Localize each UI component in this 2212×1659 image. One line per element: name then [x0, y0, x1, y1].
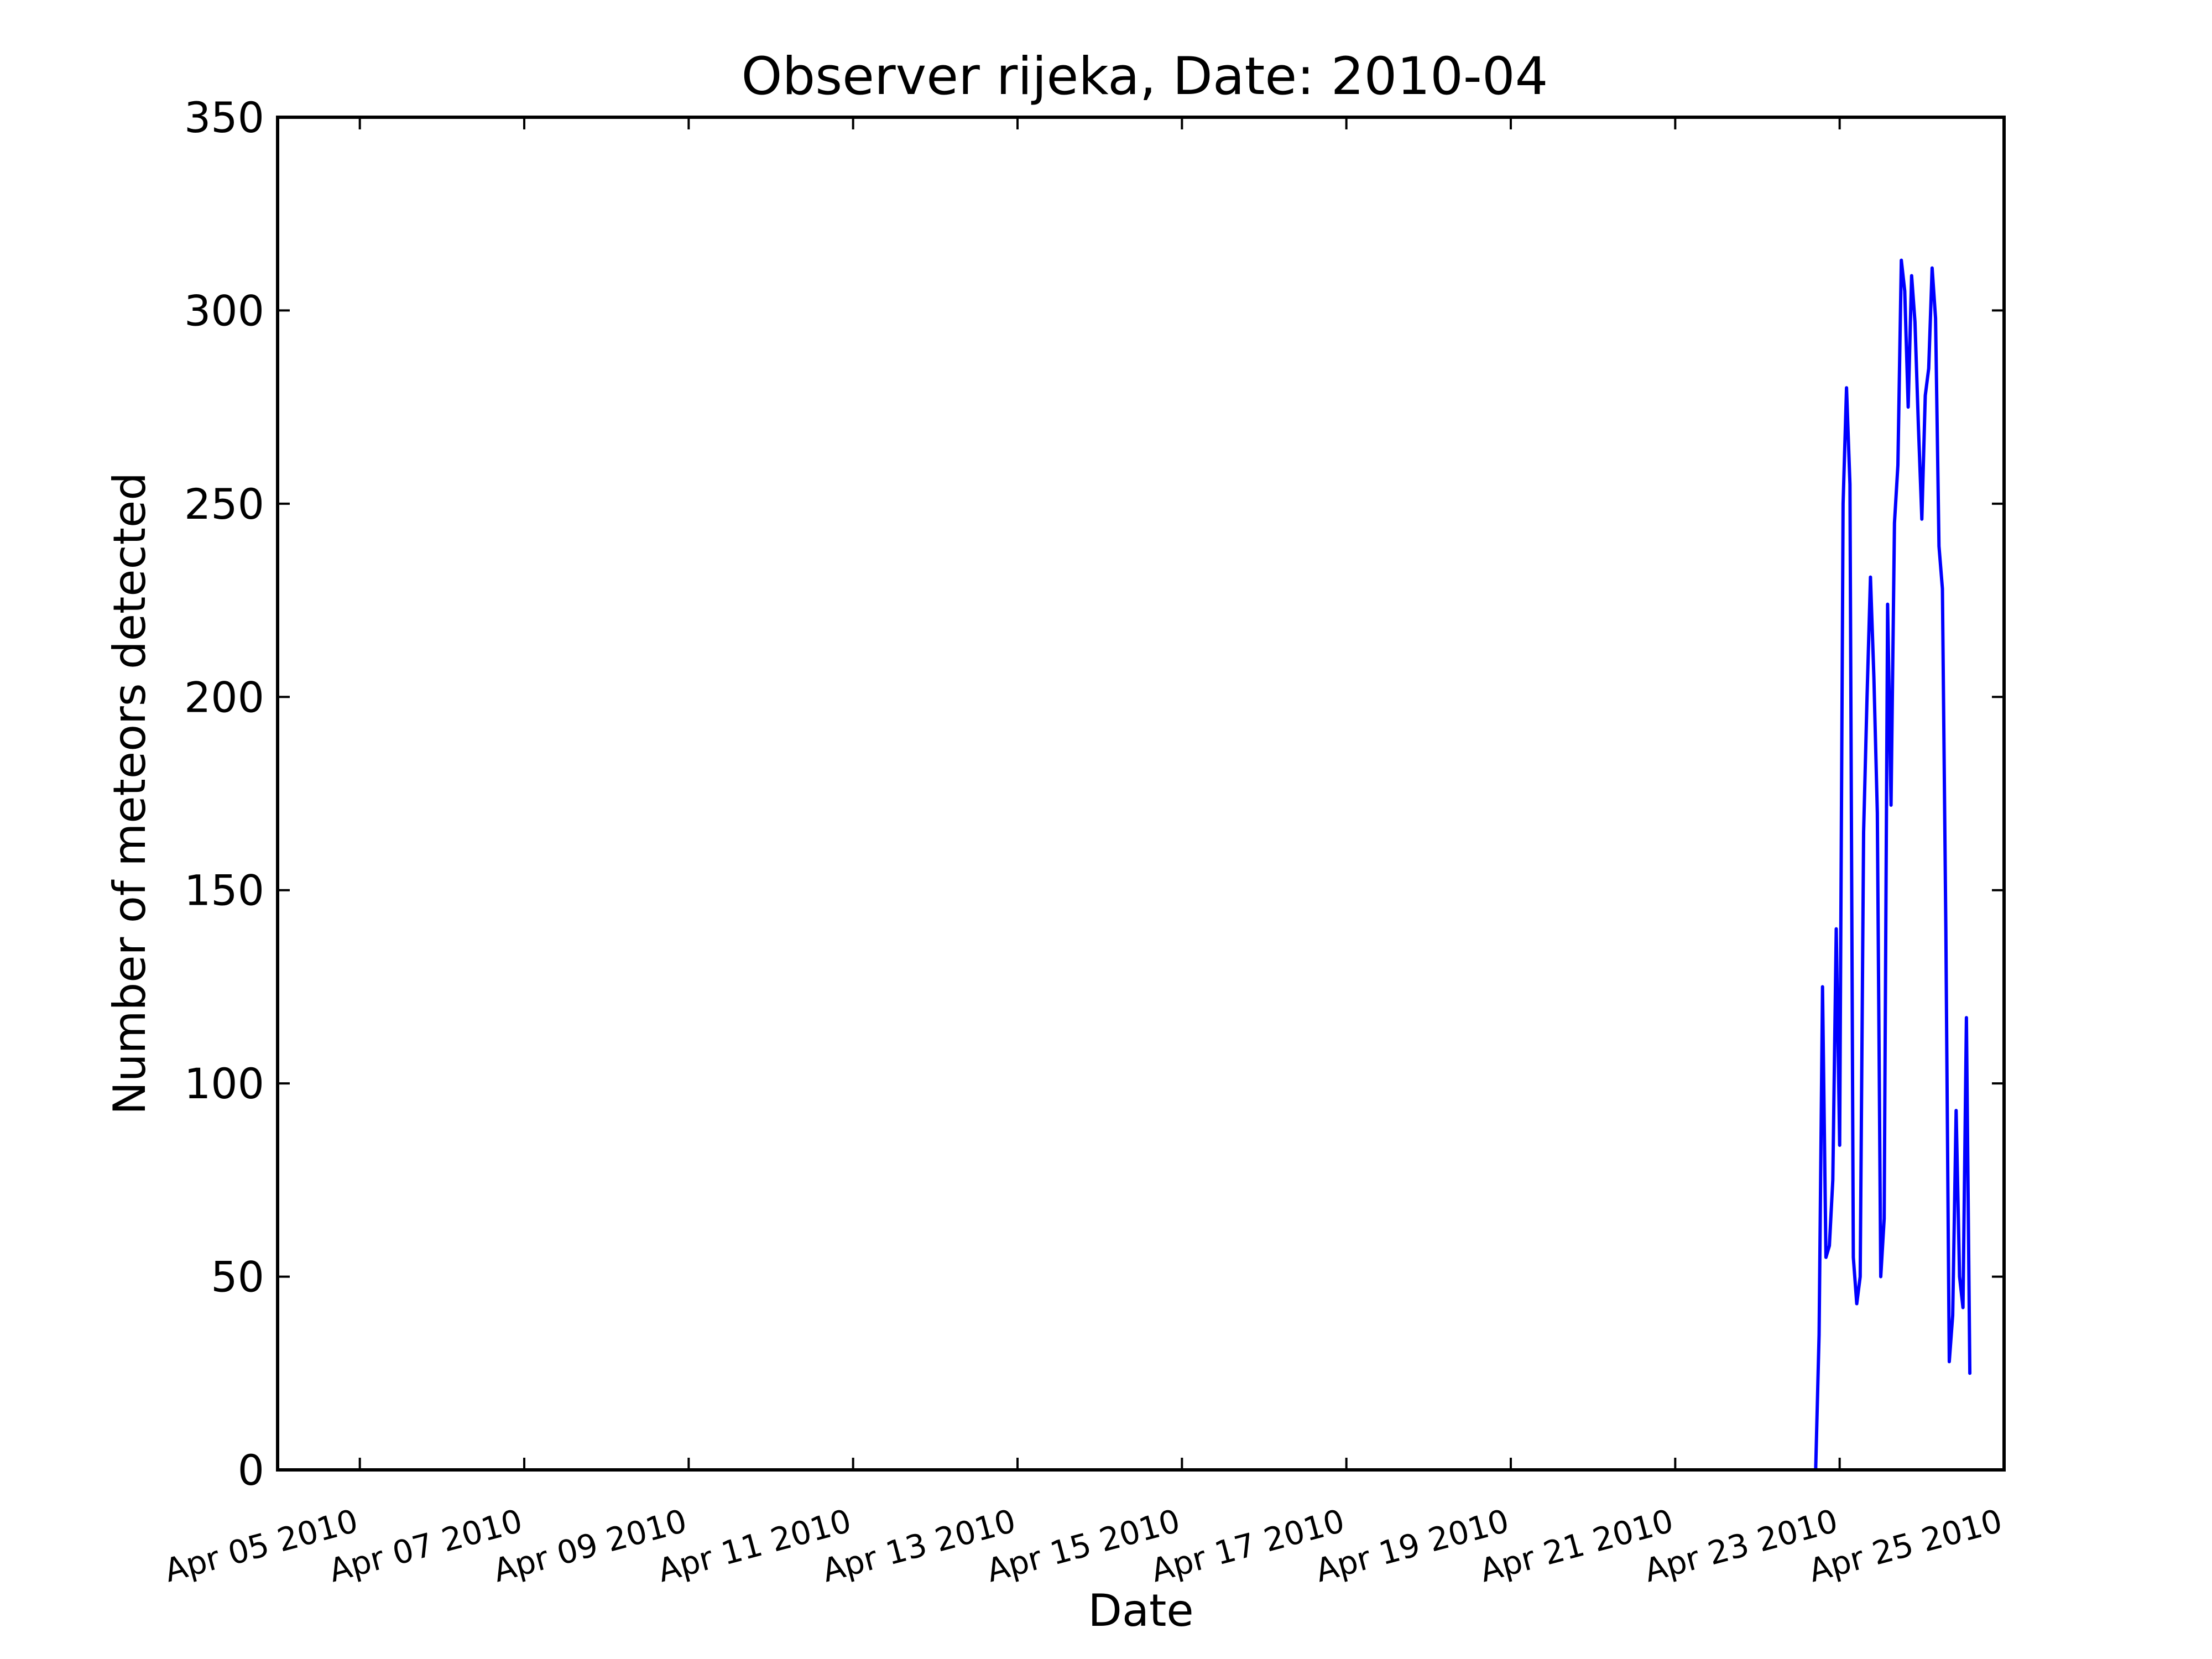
y-tick-label: 200: [184, 672, 264, 722]
y-axis-tick-labels: 0 50 100 150 200 250 300 350: [184, 93, 264, 1495]
plot-frame: [276, 116, 2006, 1472]
y-tick-label: 50: [211, 1253, 264, 1302]
y-tick-label: 250: [184, 479, 264, 529]
y-tick-label: 350: [184, 93, 264, 142]
chart-title: Observer rijeka, Date: 2010-04: [742, 46, 1548, 107]
y-tick-label: 300: [184, 286, 264, 335]
y-tick-label: 0: [238, 1446, 264, 1495]
plot-area: [276, 116, 2006, 1472]
y-tick-label: 150: [184, 866, 264, 915]
y-tick-label: 100: [184, 1059, 264, 1108]
series-layer: [1814, 258, 1972, 1472]
y-axis-label: Number of meteors detected: [104, 472, 155, 1115]
x-axis-label: Date: [1088, 1585, 1193, 1636]
series-line-0: [1814, 258, 1972, 1472]
